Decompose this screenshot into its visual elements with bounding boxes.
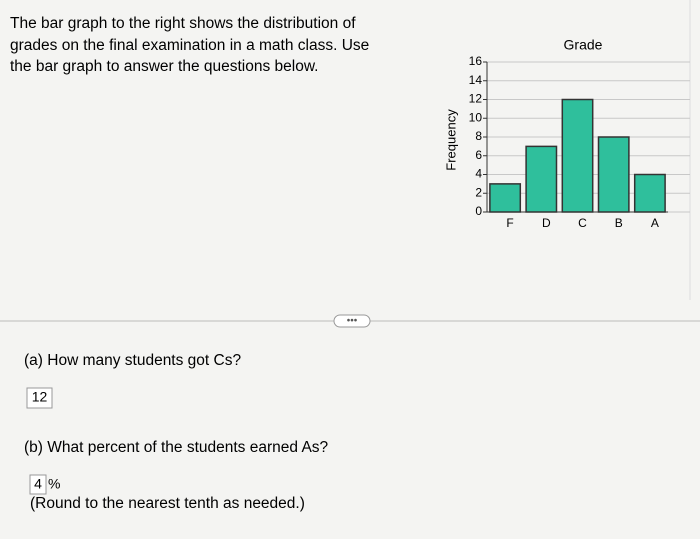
answer: 4: [34, 476, 42, 492]
y-tick-label: 10: [469, 110, 483, 124]
y-tick-label: 16: [469, 54, 483, 68]
x-tick-label: D: [542, 216, 551, 230]
expand-button[interactable]: [333, 314, 371, 328]
x-tick-label: F: [506, 216, 513, 230]
y-tick-label: 8: [475, 129, 482, 143]
y-tick-label: 0: [475, 204, 482, 218]
chart: Grade Frequency 0 2 4 6 8 10 12 14 16 F D C B A: [443, 37, 690, 230]
bar: [633, 173, 666, 213]
bar: [561, 98, 594, 213]
intro-line: the bar graph to answer the questions be…: [10, 58, 318, 75]
x-tick-label: C: [578, 216, 587, 230]
answer: 12: [32, 389, 48, 405]
answer-box[interactable]: [26, 387, 53, 409]
y-axis-label: Frequency: [443, 109, 458, 171]
answer-box[interactable]: [29, 474, 47, 495]
y-tick-label: 6: [475, 148, 482, 162]
question: (a) How many students got Cs?: [24, 352, 241, 369]
y-tick-label: 2: [475, 185, 482, 199]
question: (b) What percent of the students earned …: [24, 439, 329, 456]
unit: %: [48, 476, 60, 492]
intro-line: The bar graph to the right shows the dis…: [10, 15, 356, 32]
expand-icon: •••: [347, 316, 358, 327]
y-tick-label: 12: [469, 92, 483, 106]
y-tick-label: 14: [469, 73, 483, 87]
bar: [525, 145, 558, 213]
bar: [597, 136, 630, 213]
chart-title: Grade: [564, 37, 603, 53]
bar: [489, 183, 522, 213]
y-tick-label: 4: [475, 167, 482, 181]
intro-line: grades on the final examination in a mat…: [10, 37, 369, 54]
x-tick-label: B: [615, 216, 623, 230]
note: (Round to the nearest tenth as needed.): [30, 495, 305, 512]
x-tick-label: A: [651, 216, 659, 230]
